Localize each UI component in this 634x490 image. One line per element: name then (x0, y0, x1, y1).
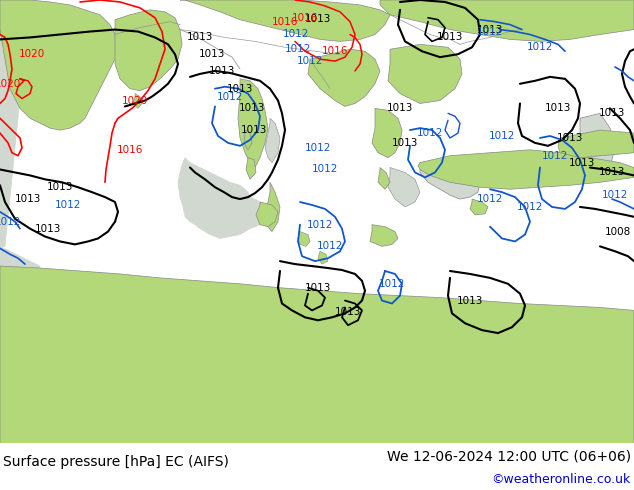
Text: 1013: 1013 (15, 194, 41, 204)
Text: 1013: 1013 (305, 14, 331, 24)
Text: 1013: 1013 (545, 103, 571, 113)
Polygon shape (298, 232, 310, 246)
Text: Surface pressure [hPa] EC (AIFS): Surface pressure [hPa] EC (AIFS) (3, 455, 229, 469)
Polygon shape (0, 246, 40, 365)
Text: 1012: 1012 (489, 131, 515, 141)
Text: 1012: 1012 (217, 92, 243, 101)
Text: 1012: 1012 (312, 165, 338, 174)
Polygon shape (115, 10, 182, 91)
Polygon shape (244, 130, 252, 150)
Text: 1013: 1013 (387, 103, 413, 113)
Polygon shape (388, 44, 462, 103)
Text: 1013: 1013 (335, 307, 361, 318)
Polygon shape (0, 0, 30, 246)
Text: 1013: 1013 (477, 24, 503, 35)
Text: 1013: 1013 (199, 49, 225, 59)
Text: 1012: 1012 (527, 42, 553, 52)
Text: 1013: 1013 (569, 158, 595, 168)
Polygon shape (256, 202, 278, 227)
Text: 1012: 1012 (378, 279, 405, 289)
Polygon shape (246, 158, 256, 179)
Text: 1012: 1012 (0, 217, 21, 227)
Text: 1012: 1012 (307, 220, 333, 230)
Polygon shape (265, 118, 280, 163)
Polygon shape (0, 266, 634, 443)
Polygon shape (388, 168, 420, 207)
Text: 1016: 1016 (322, 46, 348, 56)
Text: 1012: 1012 (297, 56, 323, 66)
Polygon shape (133, 94, 142, 108)
Polygon shape (238, 79, 268, 168)
Text: 1013: 1013 (241, 125, 267, 135)
Text: 1013: 1013 (239, 103, 265, 113)
Polygon shape (0, 0, 118, 130)
Text: 1013: 1013 (187, 32, 213, 43)
Text: ©weatheronline.co.uk: ©weatheronline.co.uk (491, 473, 631, 486)
Text: 1012: 1012 (542, 151, 568, 161)
Text: 1012: 1012 (477, 26, 503, 37)
Polygon shape (470, 199, 488, 215)
Text: 1020: 1020 (122, 96, 148, 105)
Text: 1016: 1016 (272, 17, 298, 26)
Text: 1013: 1013 (35, 223, 61, 234)
Polygon shape (580, 113, 615, 172)
Text: 1013: 1013 (557, 133, 583, 143)
Text: 1012: 1012 (517, 202, 543, 212)
Polygon shape (180, 0, 390, 41)
Text: 1013: 1013 (209, 66, 235, 76)
Polygon shape (418, 150, 634, 189)
Text: 1013: 1013 (598, 108, 625, 118)
Text: We 12-06-2024 12:00 UTC (06+06): We 12-06-2024 12:00 UTC (06+06) (387, 449, 631, 464)
Polygon shape (266, 182, 280, 232)
Text: 1012: 1012 (285, 44, 311, 54)
Text: 1013: 1013 (457, 295, 483, 306)
Text: 1012: 1012 (477, 194, 503, 204)
Polygon shape (178, 158, 270, 239)
Text: 1013: 1013 (598, 168, 625, 177)
Polygon shape (318, 251, 328, 264)
Text: 1012: 1012 (417, 128, 443, 138)
Polygon shape (378, 168, 390, 189)
Polygon shape (372, 108, 402, 158)
Text: 1013: 1013 (392, 138, 418, 148)
Text: 1012: 1012 (55, 200, 81, 210)
Polygon shape (370, 225, 398, 246)
Text: 1013: 1013 (305, 283, 331, 293)
Polygon shape (380, 0, 634, 41)
Text: 1016: 1016 (292, 13, 318, 23)
Text: 1020: 1020 (0, 79, 21, 89)
Text: 1013: 1013 (47, 182, 73, 192)
Text: 1008: 1008 (605, 226, 631, 237)
Text: 1012: 1012 (317, 242, 343, 251)
Text: 1013: 1013 (437, 32, 463, 43)
Text: 1016: 1016 (117, 145, 143, 155)
Polygon shape (558, 130, 634, 158)
Polygon shape (308, 49, 380, 106)
Text: 1012: 1012 (305, 143, 331, 153)
Text: 1012: 1012 (283, 29, 309, 40)
Text: 1012: 1012 (602, 190, 628, 200)
Polygon shape (420, 163, 480, 199)
Text: 1013: 1013 (227, 84, 253, 94)
Text: 1020: 1020 (19, 49, 45, 59)
